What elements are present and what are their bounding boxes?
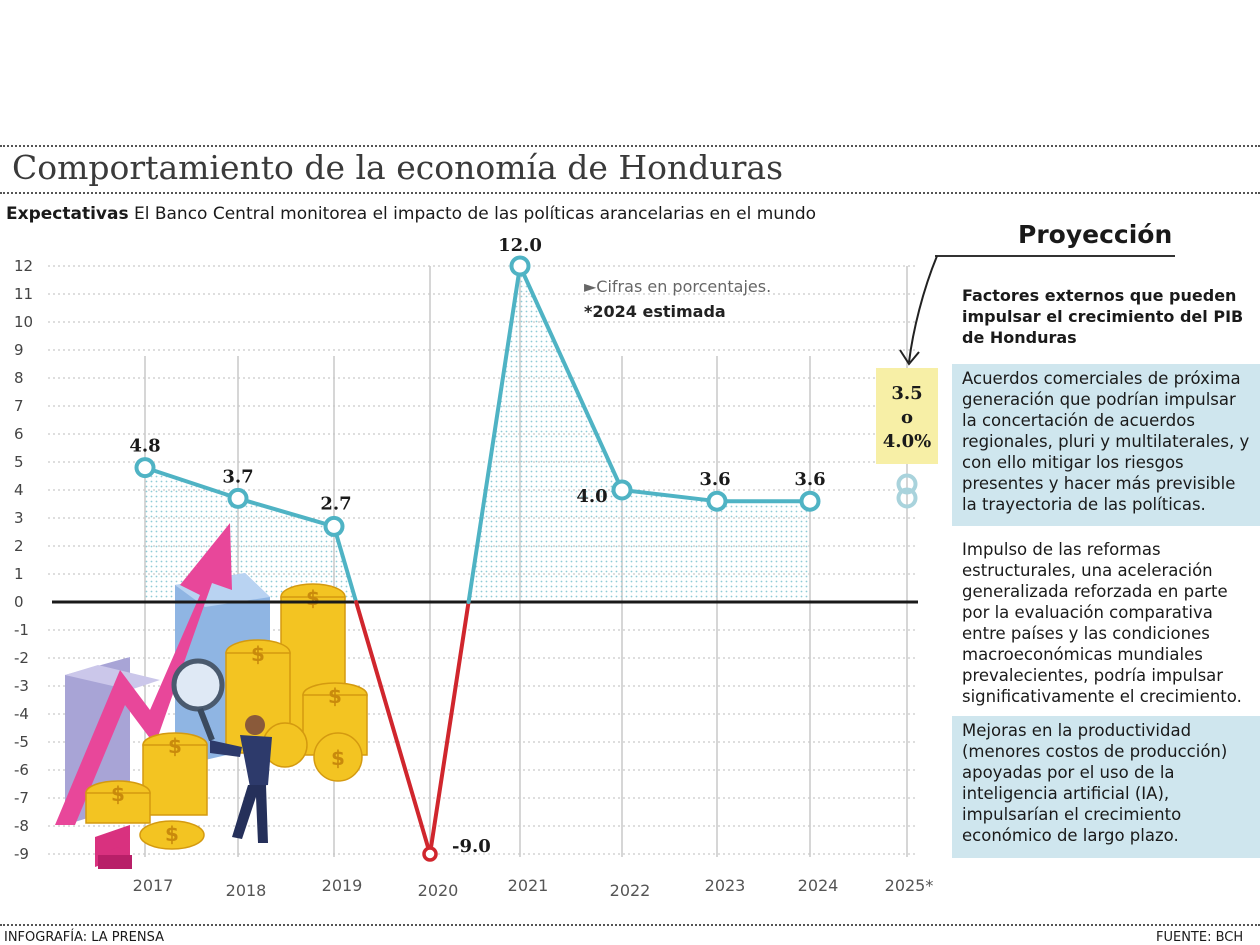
svg-text:$: $ <box>328 684 342 708</box>
data-point-2019 <box>323 515 345 537</box>
y-tick-label: 1 <box>14 565 24 583</box>
data-point-2020 <box>422 846 438 862</box>
y-tick-label: 6 <box>14 425 24 443</box>
positive-segment <box>466 264 522 604</box>
projection-underline <box>935 255 1175 257</box>
y-tick-label: 10 <box>14 313 33 331</box>
projection-value-or: o <box>900 407 913 428</box>
y-tick-label: -3 <box>14 677 29 695</box>
y-tick-label: 11 <box>14 285 33 303</box>
projection-value-high: 4.0% <box>882 431 932 452</box>
negative-segment <box>428 600 471 856</box>
area-fill-segment <box>717 501 810 602</box>
data-labels: 4.8 3.7 2.7 -9.0 12.0 4.0 3.6 3.6 <box>129 235 825 857</box>
y-tick-label: -8 <box>14 817 29 835</box>
data-label-2018: 3.7 <box>222 466 253 487</box>
x-tick-label-2022: 2022 <box>610 881 651 900</box>
x-tick-label-2023: 2023 <box>705 876 746 895</box>
data-point-2018 <box>227 487 249 509</box>
y-tick-label: -9 <box>14 845 29 863</box>
y-tick-label: -4 <box>14 705 29 723</box>
economy-illustration: $ $ $ $ $ $ $ <box>55 523 368 869</box>
projection-marker <box>896 473 918 509</box>
y-tick-label: -1 <box>14 621 29 639</box>
data-label-2022: 4.0 <box>576 486 607 507</box>
subtitle-text: El Banco Central monitorea el impacto de… <box>128 204 817 224</box>
y-tick-label: 3 <box>14 509 24 527</box>
data-label-2020: -9.0 <box>452 836 491 857</box>
svg-text:$: $ <box>111 782 125 806</box>
y-tick-label: 2 <box>14 537 24 555</box>
svg-text:$: $ <box>306 586 320 610</box>
positive-segment <box>236 496 336 529</box>
series-lines <box>143 264 812 856</box>
projection-value: 3.5 o 4.0% <box>876 382 938 454</box>
page-title: Comportamiento de la economía de Hondura… <box>12 148 784 187</box>
data-point-2024 <box>799 490 821 512</box>
factor-trade-agreements: Acuerdos comerciales de próxima generaci… <box>952 364 1260 526</box>
units-note: ►Cifras en porcentajes. <box>584 277 772 296</box>
svg-text:$: $ <box>168 734 182 758</box>
top-divider <box>0 145 1260 147</box>
factor-structural-reforms: Impulso de las reformas estructurales, u… <box>962 540 1242 706</box>
x-tick-label-2017: 2017 <box>133 876 174 895</box>
x-tick-label-2024: 2024 <box>798 876 839 895</box>
projection-pointer-arrow <box>899 255 938 366</box>
x-tick-label-2021: 2021 <box>508 876 549 895</box>
y-tick-label: -2 <box>14 649 29 667</box>
data-label-2021: 12.0 <box>498 235 542 256</box>
negative-segment <box>354 600 432 856</box>
y-tick-label: 12 <box>14 257 33 275</box>
y-tick-label: 0 <box>14 593 24 611</box>
area-fill-segment <box>622 490 717 602</box>
y-tick-label: 7 <box>14 397 24 415</box>
data-point-2017 <box>134 457 156 479</box>
data-point-2021 <box>509 255 531 277</box>
title-divider <box>0 192 1260 194</box>
footer-credit: INFOGRAFÍA: LA PRENSA <box>4 930 164 945</box>
data-label-2024: 3.6 <box>794 469 825 490</box>
positive-segment <box>518 264 624 492</box>
data-label-2017: 4.8 <box>129 436 160 457</box>
data-point-2023 <box>706 490 728 512</box>
y-tick-label: 5 <box>14 453 24 471</box>
projection-value-low: 3.5 <box>891 383 923 404</box>
factors-title: Factores externos que pueden impulsar el… <box>962 286 1244 347</box>
positive-segment <box>143 465 240 501</box>
y-tick-label: 8 <box>14 369 24 387</box>
y-tick-label: -7 <box>14 789 29 807</box>
positive-segment <box>332 524 359 604</box>
y-tick-label: 4 <box>14 481 24 499</box>
x-axis-ticks: 2017 2018 2019 2020 2021 2022 2023 2024 2025* <box>133 876 934 900</box>
x-tick-label-2019: 2019 <box>322 876 363 895</box>
projection-title: Proyección <box>1018 220 1173 249</box>
footer-source: FUENTE: BCH <box>1156 930 1244 945</box>
y-tick-label: -5 <box>14 733 29 751</box>
projection-value-box <box>876 368 938 464</box>
footer-divider <box>0 924 1260 926</box>
subtitle: Expectativas El Banco Central monitorea … <box>6 204 816 224</box>
x-tick-label-2025: 2025* <box>885 876 934 895</box>
data-points <box>134 255 821 862</box>
svg-text:$: $ <box>251 642 265 666</box>
subtitle-bold: Expectativas <box>6 204 129 224</box>
data-point-2022 <box>611 479 633 501</box>
y-tick-label: -6 <box>14 761 29 779</box>
area-fill-segment <box>238 498 334 602</box>
svg-text:$: $ <box>331 746 345 770</box>
area-fill-segment <box>520 266 622 602</box>
positive-segment <box>620 488 719 504</box>
svg-text:$: $ <box>165 822 179 846</box>
data-label-2023: 3.6 <box>699 469 730 490</box>
factor-productivity-ai: Mejoras en la productividad (menores cos… <box>952 716 1260 858</box>
estimate-note: *2024 estimada <box>584 302 726 321</box>
x-tick-label-2018: 2018 <box>226 881 267 900</box>
y-tick-label: 9 <box>14 341 24 359</box>
x-tick-label-2020: 2020 <box>418 881 459 900</box>
data-label-2019: 2.7 <box>320 493 351 514</box>
